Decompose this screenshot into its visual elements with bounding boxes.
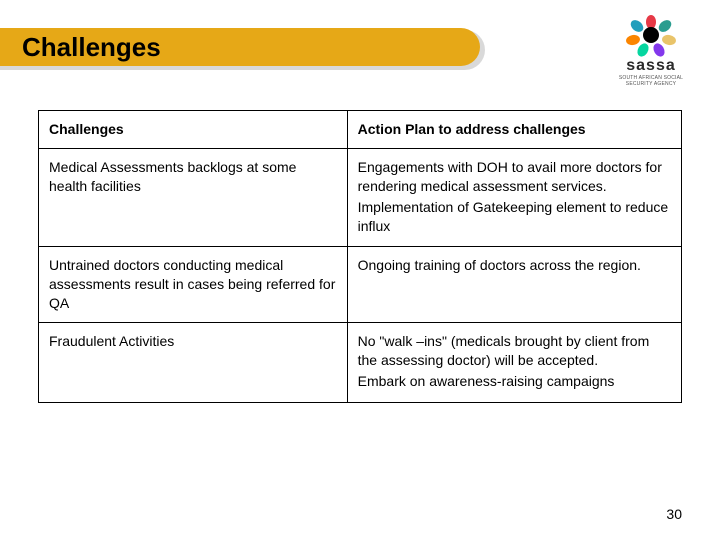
- cell-challenge: Fraudulent Activities: [39, 323, 348, 403]
- cell-action: No "walk –ins" (medicals brought by clie…: [347, 323, 681, 403]
- table-row: Medical Assessments backlogs at some hea…: [39, 148, 682, 247]
- slide-title: Challenges: [22, 32, 161, 63]
- sassa-logo: sassa SOUTH AFRICAN SOCIAL SECURITY AGEN…: [610, 15, 692, 87]
- action-paragraph: Implementation of Gatekeeping element to…: [358, 198, 671, 236]
- action-paragraph: Ongoing training of doctors across the r…: [358, 256, 671, 275]
- challenges-table: Challenges Action Plan to address challe…: [38, 110, 682, 403]
- page-number: 30: [666, 506, 682, 522]
- header-action-plan: Action Plan to address challenges: [347, 111, 681, 149]
- cell-challenge: Untrained doctors conducting medical ass…: [39, 247, 348, 323]
- cell-action: Engagements with DOH to avail more docto…: [347, 148, 681, 247]
- table-row: Fraudulent Activities No "walk –ins" (me…: [39, 323, 682, 403]
- slide-header: Challenges sassa SOUTH AFRICAN SOCIAL SE…: [0, 0, 720, 90]
- table-header-row: Challenges Action Plan to address challe…: [39, 111, 682, 149]
- header-challenges: Challenges: [39, 111, 348, 149]
- logo-subtext: SOUTH AFRICAN SOCIAL SECURITY AGENCY: [610, 75, 692, 87]
- logo-text: sassa: [610, 57, 692, 75]
- action-paragraph: No "walk –ins" (medicals brought by clie…: [358, 332, 671, 370]
- action-paragraph: Engagements with DOH to avail more docto…: [358, 158, 671, 196]
- logo-graphic-icon: [626, 15, 676, 55]
- action-paragraph: Embark on awareness-raising campaigns: [358, 372, 671, 391]
- cell-challenge: Medical Assessments backlogs at some hea…: [39, 148, 348, 247]
- content-area: Challenges Action Plan to address challe…: [0, 90, 720, 403]
- table-row: Untrained doctors conducting medical ass…: [39, 247, 682, 323]
- cell-action: Ongoing training of doctors across the r…: [347, 247, 681, 323]
